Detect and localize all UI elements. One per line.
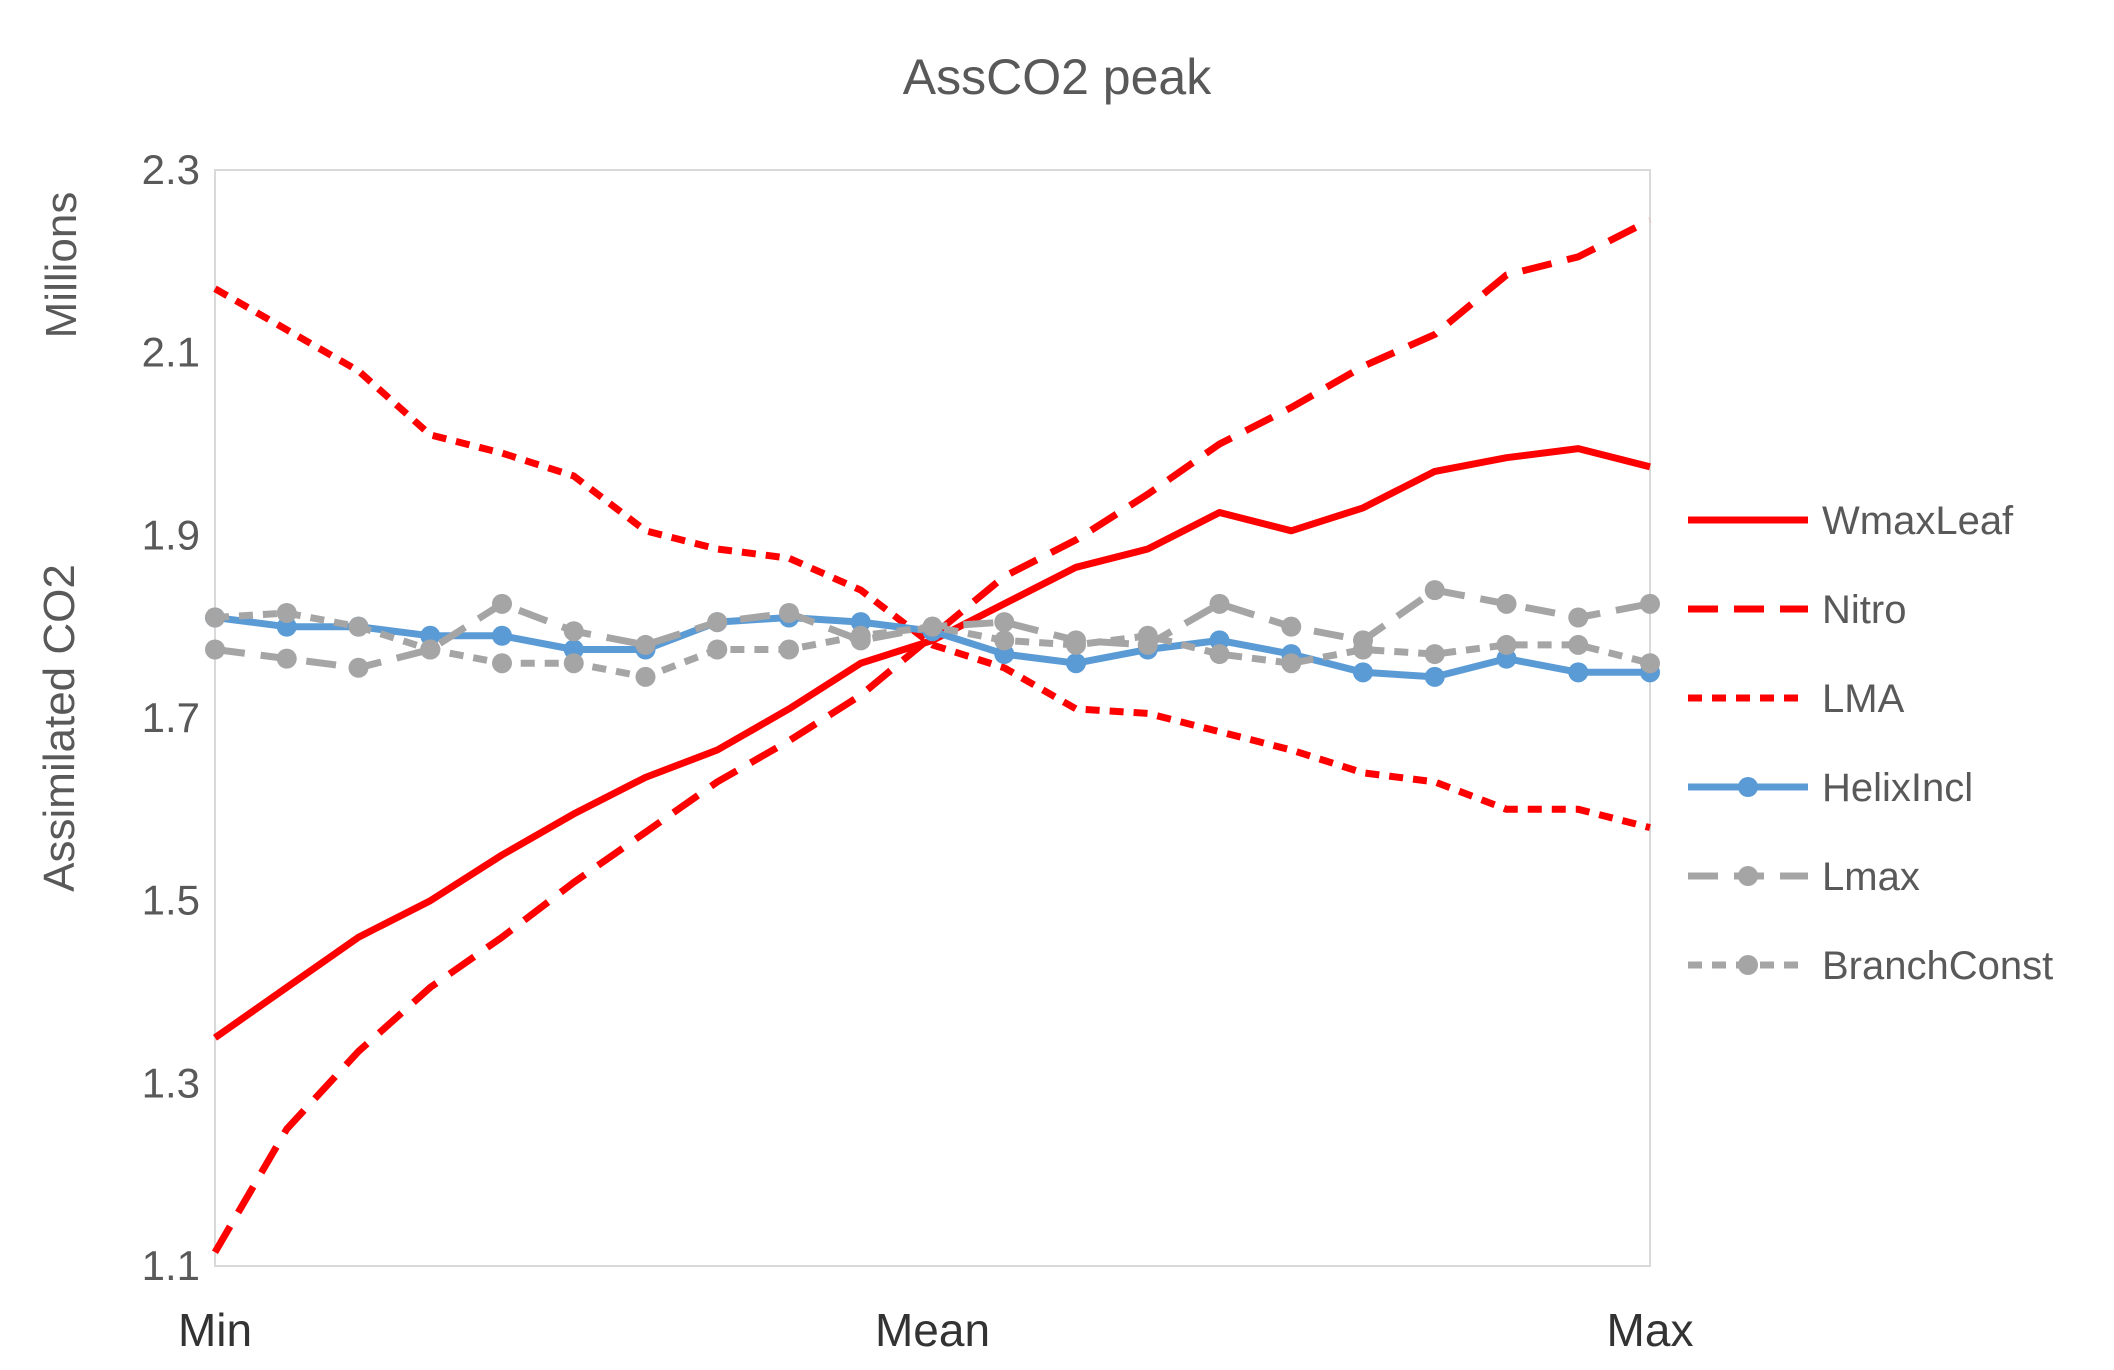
data-point (1281, 616, 1302, 637)
legend: WmaxLeaf Nitro LMA HelixIncl Lmax BranchConst (1688, 499, 2053, 988)
data-point (994, 644, 1015, 665)
data-point (1209, 644, 1230, 665)
data-point (205, 607, 225, 628)
y-tick-label: 1.9 (142, 511, 200, 558)
data-point (1281, 653, 1302, 674)
data-point (420, 625, 441, 646)
y-tick-label: 2.3 (142, 146, 200, 193)
data-point (1066, 653, 1086, 674)
data-point (1066, 634, 1086, 655)
legend-marker (1738, 777, 1758, 797)
legend-label: WmaxLeaf (1822, 499, 2014, 543)
data-point (779, 602, 799, 623)
series-branchconst (205, 602, 1660, 687)
legend-item: BranchConst (1688, 944, 2053, 988)
data-point (348, 657, 369, 678)
data-point (707, 639, 728, 660)
data-point (850, 625, 871, 646)
legend-item: Nitro (1688, 588, 1906, 632)
data-point (1424, 644, 1445, 665)
data-point (779, 639, 799, 660)
data-point (707, 612, 728, 633)
series-line (211, 217, 1652, 1255)
y-tick-label: 1.1 (142, 1242, 200, 1289)
legend-label: Lmax (1822, 855, 1920, 899)
data-point (635, 666, 656, 687)
legend-label: LMA (1822, 677, 1905, 721)
data-point (994, 630, 1015, 651)
x-tick-label: Mean (875, 1304, 990, 1356)
data-point (1353, 662, 1373, 683)
y-axis-label: Assimilated CO2 (35, 564, 84, 892)
y-unit-label: Millions (37, 192, 86, 339)
data-point (348, 616, 369, 637)
data-point (563, 639, 584, 660)
x-axis-ticks: Min Mean Max (178, 1304, 1694, 1356)
data-point (1496, 634, 1517, 655)
legend-item: WmaxLeaf (1688, 499, 2014, 543)
data-point (1137, 625, 1158, 646)
series-lma (213, 285, 1651, 831)
data-point (276, 602, 297, 623)
legend-label: HelixIncl (1822, 766, 1973, 810)
data-point (1640, 653, 1660, 674)
data-point (1568, 607, 1589, 628)
data-point (922, 616, 943, 637)
legend-item: LMA (1688, 677, 1905, 721)
x-tick-label: Max (1607, 1304, 1694, 1356)
legend-item: HelixIncl (1688, 766, 1973, 810)
y-tick-label: 1.5 (142, 877, 200, 924)
data-point (1496, 593, 1517, 614)
legend-marker (1738, 955, 1758, 975)
series-nitro (211, 217, 1652, 1255)
series-wmaxleaf (212, 445, 1651, 1041)
legend-label: Nitro (1822, 588, 1906, 632)
series-line (213, 285, 1651, 831)
legend-label: BranchConst (1822, 944, 2053, 988)
data-point (563, 653, 584, 674)
data-point (1568, 634, 1589, 655)
data-point (1209, 593, 1230, 614)
legend-marker (1738, 866, 1758, 886)
data-point (1496, 648, 1517, 669)
data-point (205, 639, 225, 660)
data-point (1209, 630, 1230, 651)
data-point (635, 634, 656, 655)
y-tick-label: 2.1 (142, 329, 200, 376)
y-tick-label: 1.7 (142, 694, 200, 741)
data-point (563, 621, 584, 642)
data-point (492, 653, 512, 674)
series-layer (205, 217, 1660, 1255)
chart-title: AssCO2 peak (903, 49, 1212, 105)
data-point (492, 625, 512, 646)
data-point (850, 612, 871, 633)
data-point (1568, 662, 1589, 683)
data-point (276, 616, 297, 637)
legend-item: Lmax (1688, 855, 1920, 899)
data-point (994, 612, 1015, 633)
data-point (1640, 593, 1660, 614)
data-point (420, 639, 441, 660)
data-point (276, 648, 297, 669)
y-tick-label: 1.3 (142, 1059, 200, 1106)
x-tick-label: Min (178, 1304, 252, 1356)
data-point (1353, 639, 1373, 660)
data-point (1424, 666, 1445, 687)
series-line (212, 445, 1651, 1041)
y-axis-ticks: 1.1 1.3 1.5 1.7 1.9 2.1 2.3 (142, 146, 200, 1289)
data-point (1424, 580, 1445, 601)
plot-area-border (214, 169, 1651, 1267)
data-point (492, 593, 512, 614)
